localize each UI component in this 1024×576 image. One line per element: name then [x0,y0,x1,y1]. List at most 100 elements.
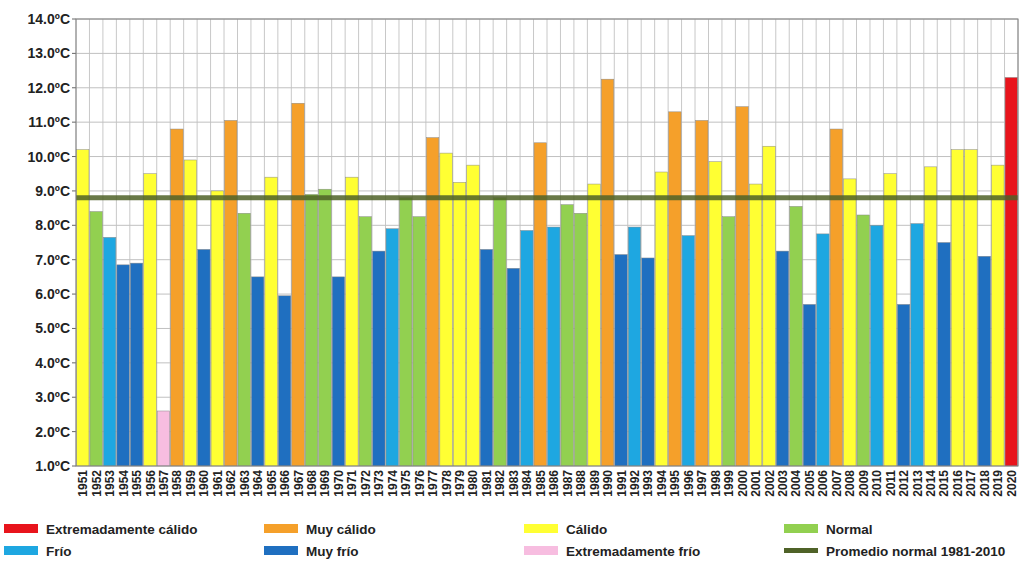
y-tick [72,294,76,295]
x-tick-label: 2006 [816,470,830,497]
x-tick-label: 2018 [978,470,992,497]
bar [924,167,936,466]
x-tick-label: 2001 [749,470,763,497]
x-tick-label: 1992 [628,470,642,497]
bar [480,249,492,466]
bar [642,258,654,466]
y-tick [72,328,76,329]
legend-item: Extremadamente frío [524,544,700,559]
bar [615,255,627,466]
bar [332,277,344,466]
legend-item: Cálido [524,522,607,537]
x-tick-label: 1985 [534,470,548,497]
bar [225,120,237,466]
y-tick [72,190,76,191]
legend-item: Muy frío [264,544,359,559]
plot-area [76,19,1018,466]
bar [251,277,263,466]
grid-line [76,87,1018,88]
y-tick-label: 3.0ºC [35,389,70,405]
bar [305,194,317,466]
legend-swatch [784,548,818,553]
bar [548,227,560,466]
legend-item: Frío [4,544,72,559]
x-tick-label: 1977 [426,470,440,497]
bar [588,184,600,466]
x-tick-label: 1958 [170,470,184,497]
x-tick-label: 2002 [763,470,777,497]
bar [978,256,990,466]
x-tick-label: 1999 [722,470,736,497]
bar [278,296,290,466]
x-tick-label: 2014 [924,470,938,497]
bar [157,411,169,466]
legend-item: Promedio normal 1981-2010 [784,544,1005,559]
reference [76,197,1018,198]
bar [722,217,734,466]
y-tick [72,397,76,398]
legend-swatch [524,546,558,555]
x-tick-label: 1951 [76,470,90,497]
bar [211,191,223,466]
x-tick-label: 1973 [372,470,386,497]
bar [507,268,519,466]
background [0,0,1024,576]
bar [319,189,331,466]
x-tick-label: 1968 [305,470,319,497]
x-tick-label: 1957 [157,470,171,497]
grid-line [76,122,1018,123]
bar [494,198,506,466]
bar [884,174,896,466]
y-tick [72,225,76,226]
x-tick-label: 1990 [601,470,615,497]
plot-frame [76,19,1018,466]
bar [682,236,694,466]
bar [198,249,210,466]
legend-swatch [4,524,38,533]
bar [857,215,869,466]
x-tick-label: 1964 [251,470,265,497]
bar [830,129,842,466]
bar [103,237,115,466]
legend-label: Muy frío [306,544,359,559]
bar [628,227,640,466]
bar [292,103,304,466]
legend-swatch [4,546,38,555]
x-tick-label: 2009 [857,470,871,497]
x-tick-label: 2016 [951,470,965,497]
x-tick-label: 1960 [197,470,211,497]
y-tick [72,122,76,123]
bar [534,143,546,466]
x-tick-label: 1976 [413,470,427,497]
bar [1005,77,1017,466]
bar [870,225,882,466]
bar [171,129,183,466]
bar [426,138,438,466]
bar [359,217,371,466]
x-tick-label: 2007 [830,470,844,497]
x-tick-label: 1955 [130,470,144,497]
x-tick-label: 1959 [184,470,198,497]
x-tick-label: 1962 [224,470,238,497]
bar [844,179,856,466]
average-line [76,195,1018,200]
x-tick-label: 1954 [117,470,131,497]
y-tick [72,87,76,88]
x-tick-label: 1997 [695,470,709,497]
bar [130,263,142,466]
bar [373,251,385,466]
x-tick-label: 1991 [615,470,629,497]
x-tick-label: 1980 [466,470,480,497]
bar [561,205,573,466]
legend-item: Normal [784,522,873,537]
y-tick-label: 12.0ºC [28,80,70,96]
x-tick-label: 1972 [359,470,373,497]
legend-label: Muy cálido [306,522,376,537]
bar [790,206,802,466]
y-tick [72,19,76,20]
x-tick-label: 2015 [937,470,951,497]
x-tick-label: 1978 [440,470,454,497]
bar [817,234,829,466]
bar [709,162,721,466]
bar [238,213,250,466]
